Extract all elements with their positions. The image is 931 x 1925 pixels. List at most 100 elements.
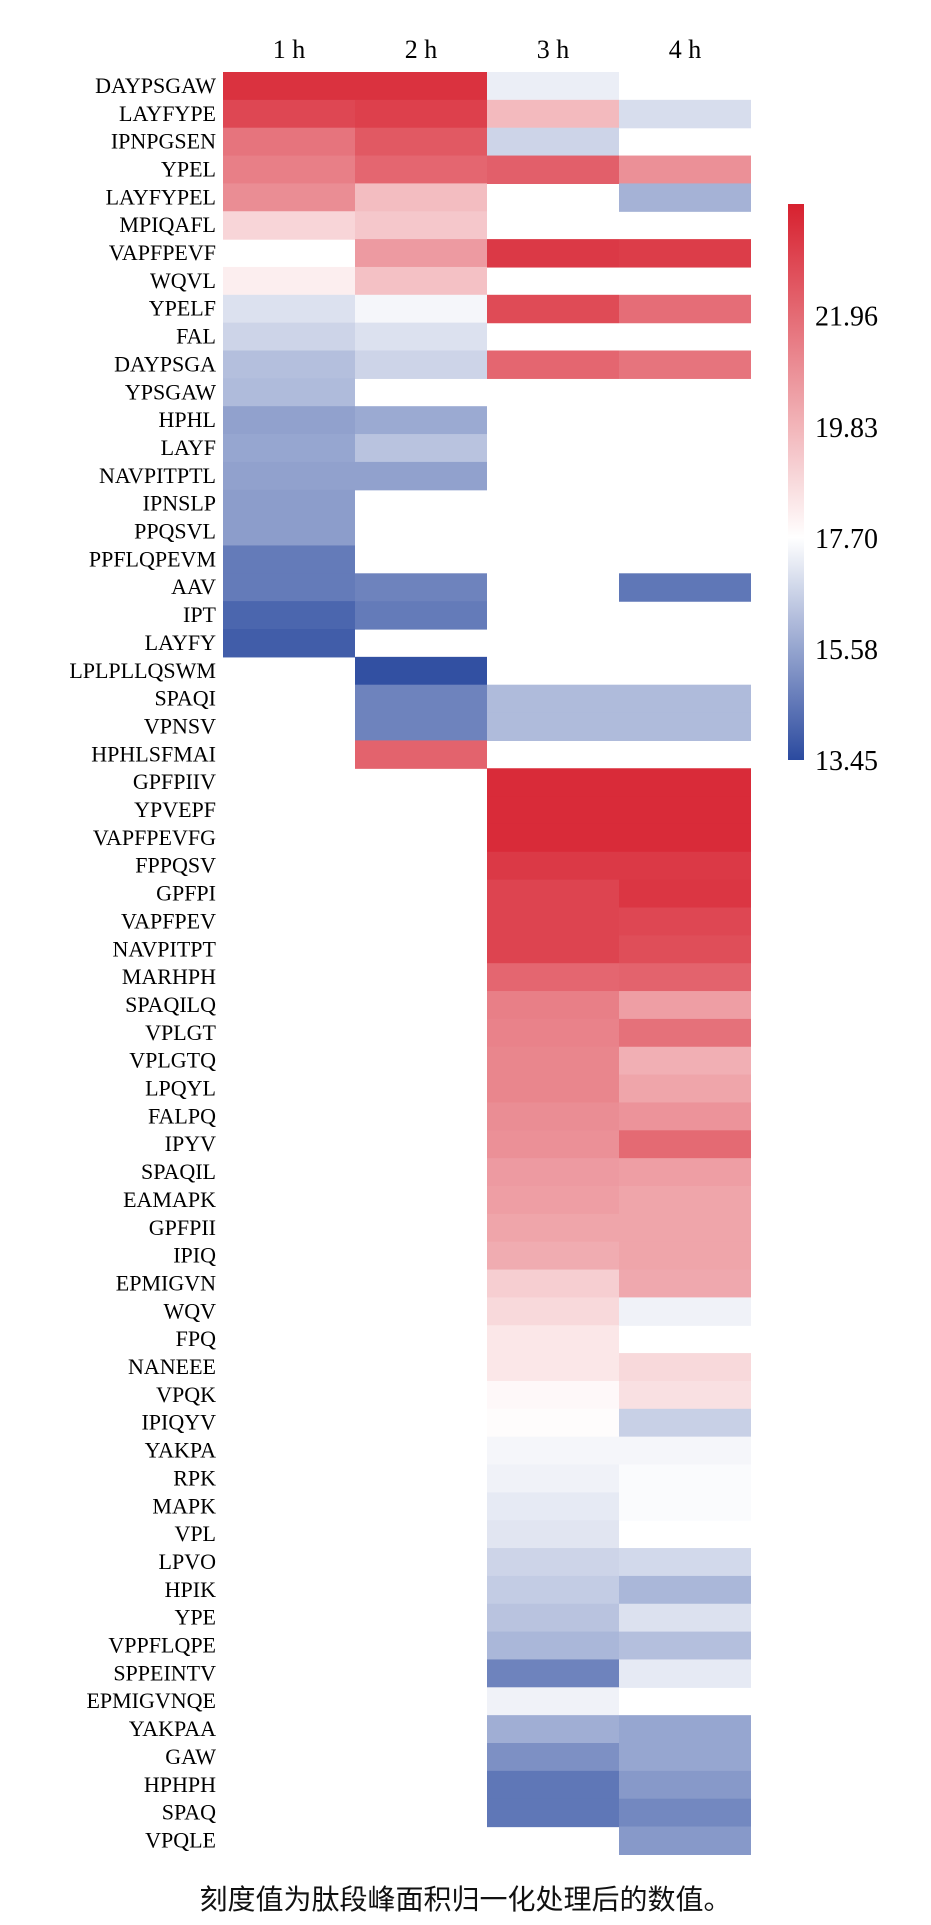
row-label: GAW xyxy=(165,1744,216,1769)
heatmap-cell xyxy=(487,823,619,853)
heatmap-cell xyxy=(223,266,355,296)
row-label: DAYPSGAW xyxy=(95,73,216,98)
heatmap-cell xyxy=(487,239,619,268)
row-label: VPPFLQPE xyxy=(108,1633,216,1658)
heatmap-cell xyxy=(355,656,487,686)
row-label: FALPQ xyxy=(148,1103,216,1128)
heatmap-cell xyxy=(223,183,355,212)
heatmap-cell xyxy=(223,155,355,184)
heatmap-cell xyxy=(619,99,751,129)
heatmap-cell xyxy=(223,434,355,463)
row-label: YPE xyxy=(174,1605,216,1630)
row-label: VPNSV xyxy=(144,713,216,738)
heatmap-cell xyxy=(619,183,751,212)
heatmap-cell xyxy=(487,796,619,825)
heatmap-cell xyxy=(355,434,487,463)
row-label: VPLGTQ xyxy=(129,1048,216,1073)
heatmap-cell xyxy=(619,1743,751,1772)
heatmap-cell xyxy=(487,99,619,129)
heatmap-cell xyxy=(355,684,487,714)
heatmap-cell xyxy=(487,155,619,184)
heatmap-cell xyxy=(619,1408,751,1438)
row-label: SPAQIL xyxy=(141,1159,216,1184)
heatmap-cell xyxy=(619,1770,751,1800)
colorbar-tick-label: 15.58 xyxy=(815,635,878,666)
heatmap-cell xyxy=(223,545,355,574)
row-label: GPFPIIV xyxy=(133,769,216,794)
heatmap-cell xyxy=(619,1158,751,1187)
row-labels: DAYPSGAWLAYFYPEIPNPGSENYPELLAYFYPELMPIQA… xyxy=(69,73,216,1853)
heatmap-cell xyxy=(355,239,487,268)
heatmap-cell xyxy=(355,99,487,129)
heatmap-cell xyxy=(619,879,751,909)
colorbar-tick-label: 19.83 xyxy=(815,413,878,444)
row-label: YAKPAA xyxy=(129,1716,216,1741)
heatmap-cell xyxy=(619,1130,751,1159)
heatmap-cell xyxy=(355,740,487,769)
row-label: WQV xyxy=(163,1298,216,1323)
row-label: YPSGAW xyxy=(125,379,216,404)
heatmap-cell xyxy=(619,768,751,797)
heatmap-cell xyxy=(355,601,487,630)
row-label: DAYPSGA xyxy=(114,351,216,376)
row-label: YPELF xyxy=(149,296,216,321)
heatmap-cell xyxy=(355,155,487,184)
heatmap-cell xyxy=(487,1213,619,1243)
heatmap-cell xyxy=(223,406,355,435)
heatmap-cell xyxy=(223,99,355,129)
heatmap-cell xyxy=(619,1826,751,1855)
heatmap-cell xyxy=(619,1380,751,1410)
heatmap-cell xyxy=(487,1770,619,1800)
heatmap-cell xyxy=(619,1464,751,1493)
colorbar-tick-label: 13.45 xyxy=(815,746,878,777)
heatmap-cell xyxy=(619,1186,751,1215)
colorbar-tick-label: 17.70 xyxy=(815,524,878,555)
row-label: SPPEINTV xyxy=(113,1660,216,1685)
heatmap-cell xyxy=(355,461,487,491)
heatmap-cell xyxy=(619,573,751,602)
row-label: HPHLSFMAI xyxy=(91,741,216,766)
row-label: VAPFPEVF xyxy=(109,240,216,265)
row-label: LPVO xyxy=(159,1549,216,1574)
row-label: NANEEE xyxy=(128,1354,216,1379)
heatmap-cell xyxy=(487,1408,619,1438)
row-label: VPLGT xyxy=(145,1020,216,1045)
heatmap-cell xyxy=(355,127,487,157)
heatmap-cell xyxy=(487,350,619,379)
row-label: VPQK xyxy=(156,1382,216,1407)
heatmap-cell xyxy=(487,1130,619,1159)
row-label: YPVEPF xyxy=(134,797,216,822)
row-label: WQVL xyxy=(150,268,216,293)
heatmap-cell xyxy=(487,1186,619,1215)
heatmap-cell xyxy=(223,489,355,519)
heatmap-cell xyxy=(619,1297,751,1326)
row-label: GPFPII xyxy=(149,1215,216,1240)
heatmap-cell xyxy=(619,1074,751,1104)
heatmap-cell xyxy=(487,935,619,964)
heatmap-cell xyxy=(619,1603,751,1633)
heatmap-cell xyxy=(223,573,355,602)
column-label: 2 h xyxy=(405,35,438,64)
heatmap-cell xyxy=(487,1046,619,1076)
heatmap-cell xyxy=(487,1659,619,1688)
heatmap-cell xyxy=(487,684,619,714)
row-label: EPMIGVN xyxy=(116,1270,216,1295)
heatmap-cell xyxy=(487,1297,619,1326)
heatmap-cell xyxy=(355,406,487,435)
heatmap-cell xyxy=(487,1380,619,1410)
row-label: VAPFPEVFG xyxy=(93,825,216,850)
row-label: AAV xyxy=(171,574,216,599)
heatmap-cell xyxy=(223,127,355,157)
row-label: LPLPLLQSWM xyxy=(69,658,216,683)
heatmap-cell xyxy=(619,1659,751,1688)
row-label: LAYFYPE xyxy=(119,101,216,126)
heatmap-cell xyxy=(487,851,619,881)
heatmap-cell xyxy=(355,322,487,352)
row-label: NAVPITPTL xyxy=(99,463,216,488)
column-label: 3 h xyxy=(537,35,570,64)
heatmap-cell xyxy=(487,1631,619,1661)
heatmap-cell xyxy=(355,573,487,602)
heatmap-cell xyxy=(487,1325,619,1354)
heatmap-cell xyxy=(619,907,751,936)
